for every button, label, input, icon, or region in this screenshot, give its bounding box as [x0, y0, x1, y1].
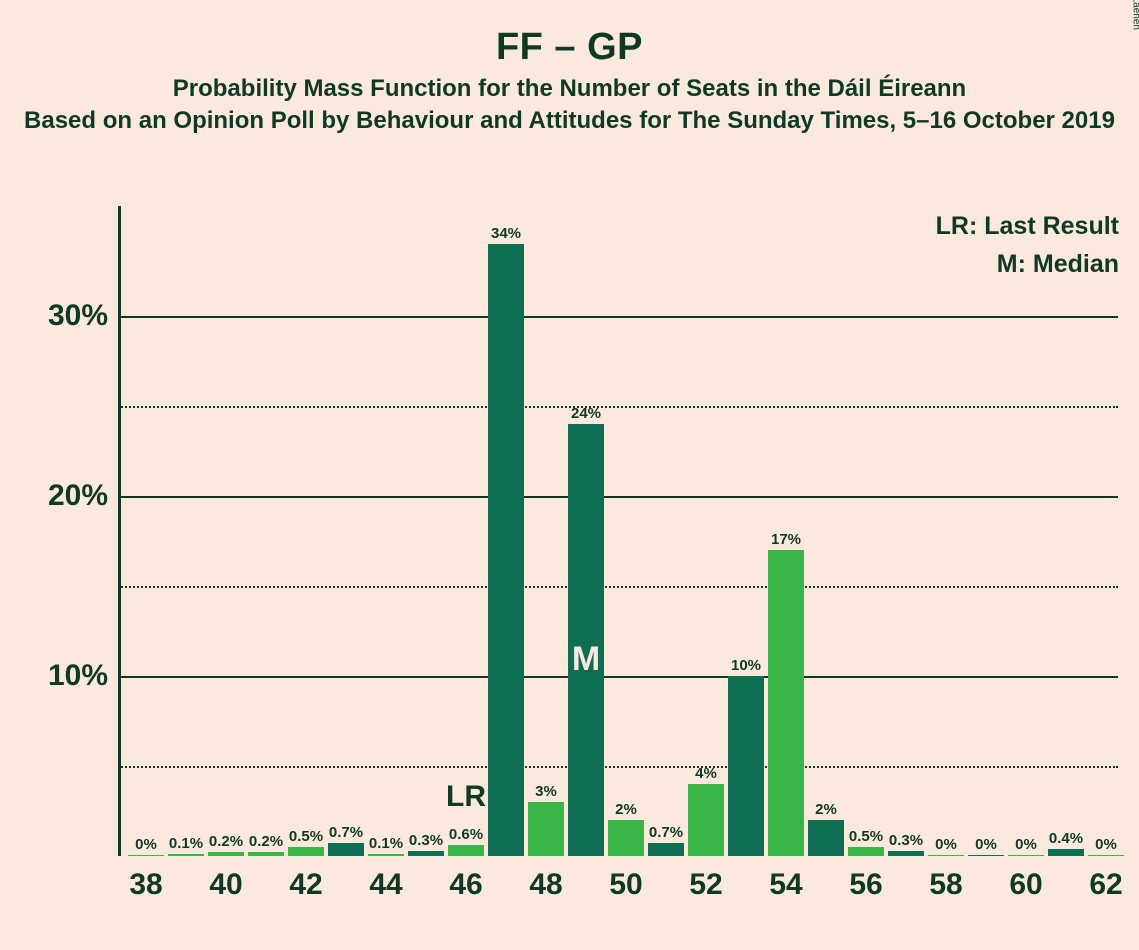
x-tick-label: 38 [129, 868, 162, 902]
bar-label: 0% [975, 836, 997, 853]
x-tick-label: 48 [529, 868, 562, 902]
bar-label: 0.2% [209, 833, 243, 850]
x-tick-label: 56 [849, 868, 882, 902]
bar-label: 2% [815, 801, 837, 818]
bar-56: 0.5% [848, 847, 884, 856]
bar-46: 0.6% [448, 845, 484, 856]
y-tick-label: 20% [36, 479, 108, 513]
bar-39: 0.1% [168, 854, 204, 856]
bar-label: 10% [731, 657, 761, 674]
bar-55: 2% [808, 820, 844, 856]
bar-label: 0% [1015, 836, 1037, 853]
bar-48: 3% [528, 802, 564, 856]
chart-title: FF – GP [0, 26, 1139, 69]
y-tick-label: 30% [36, 299, 108, 333]
bar-label: 17% [771, 531, 801, 548]
bar-59: 0% [968, 855, 1004, 856]
bar-label: 0% [135, 836, 157, 853]
copyright-text: © 2020 Filip van Laenen [1131, 0, 1139, 30]
x-tick-label: 40 [209, 868, 242, 902]
x-tick-label: 54 [769, 868, 802, 902]
median-marker: M [572, 640, 600, 679]
x-tick-label: 60 [1009, 868, 1042, 902]
bar-53: 10% [728, 676, 764, 856]
bar-label: 0.2% [249, 833, 283, 850]
bar-42: 0.5% [288, 847, 324, 856]
bar-44: 0.1% [368, 854, 404, 856]
bar-40: 0.2% [208, 852, 244, 856]
bar-47: 34% [488, 244, 524, 856]
bar-label: 4% [695, 765, 717, 782]
bar-50: 2% [608, 820, 644, 856]
chart-subtitle: Probability Mass Function for the Number… [0, 75, 1139, 103]
bar-label: 0.5% [289, 828, 323, 845]
bar-label: 0.3% [889, 832, 923, 849]
last-result-marker: LR [446, 780, 486, 814]
bar-label: 3% [535, 783, 557, 800]
bar-58: 0% [928, 855, 964, 856]
x-tick-label: 42 [289, 868, 322, 902]
bar-57: 0.3% [888, 851, 924, 856]
x-tick-label: 46 [449, 868, 482, 902]
x-tick-label: 62 [1089, 868, 1122, 902]
x-tick-label: 52 [689, 868, 722, 902]
x-tick-label: 58 [929, 868, 962, 902]
bar-label: 0.5% [849, 828, 883, 845]
bar-label: 0.6% [449, 826, 483, 843]
bar-41: 0.2% [248, 852, 284, 856]
bar-label: 0.1% [369, 835, 403, 852]
bar-52: 4% [688, 784, 724, 856]
x-tick-label: 44 [369, 868, 402, 902]
bar-45: 0.3% [408, 851, 444, 856]
bar-label: 0.7% [649, 824, 683, 841]
bar-62: 0% [1088, 855, 1124, 856]
bar-60: 0% [1008, 855, 1044, 856]
bar-label: 24% [571, 405, 601, 422]
bars-container: 0%0.1%0.2%0.2%0.5%0.7%0.1%0.3%0.6%34%3%2… [118, 206, 1128, 856]
chart-subtitle-2: Based on an Opinion Poll by Behaviour an… [0, 107, 1139, 135]
bar-label: 0.7% [329, 824, 363, 841]
x-tick-label: 50 [609, 868, 642, 902]
bar-43: 0.7% [328, 843, 364, 856]
bar-61: 0.4% [1048, 849, 1084, 856]
bar-label: 0.1% [169, 835, 203, 852]
plot-area: 10%20%30% 0%0.1%0.2%0.2%0.5%0.7%0.1%0.3%… [118, 206, 1128, 856]
bar-38: 0% [128, 855, 164, 856]
bar-label: 0% [935, 836, 957, 853]
bar-label: 0.4% [1049, 830, 1083, 847]
bar-54: 17% [768, 550, 804, 856]
y-tick-label: 10% [36, 659, 108, 693]
bar-label: 2% [615, 801, 637, 818]
bar-label: 0.3% [409, 832, 443, 849]
bar-label: 0% [1095, 836, 1117, 853]
bar-label: 34% [491, 225, 521, 242]
bar-51: 0.7% [648, 843, 684, 856]
